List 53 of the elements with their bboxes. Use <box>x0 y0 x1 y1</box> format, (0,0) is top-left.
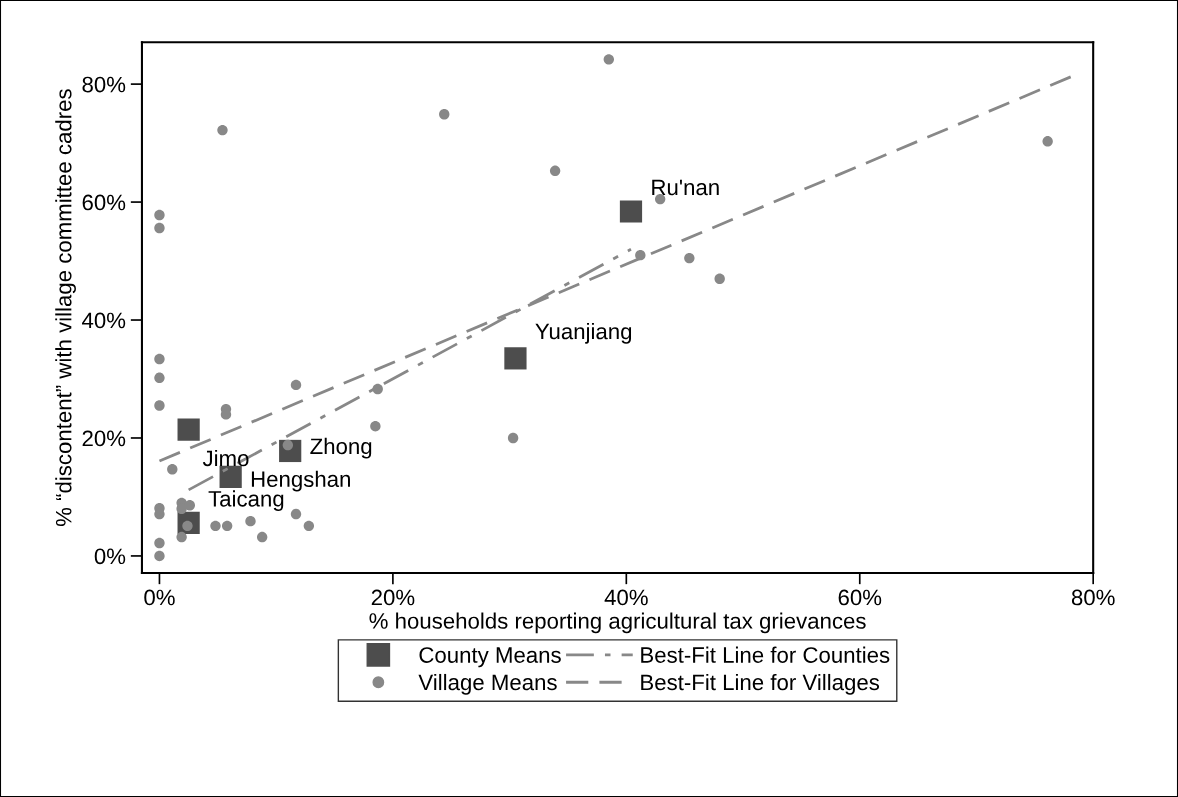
annotation: Yuanjiang <box>535 323 632 344</box>
annotation: Zhong <box>310 437 372 459</box>
point <box>245 515 256 527</box>
point <box>217 124 228 136</box>
point <box>154 353 165 365</box>
point <box>303 520 315 532</box>
x-tick-label: 80% <box>1071 589 1115 606</box>
x-tick-label: 0% <box>144 589 175 606</box>
point <box>177 418 200 441</box>
point <box>167 464 178 475</box>
point <box>154 209 165 221</box>
point <box>603 54 615 65</box>
x-tick-label: 20% <box>371 589 415 606</box>
point <box>619 200 643 223</box>
point <box>635 249 646 261</box>
y-tick-label: 80% <box>82 76 126 93</box>
point <box>549 165 561 177</box>
x-tick-label: 60% <box>838 589 882 606</box>
point <box>176 531 187 543</box>
point <box>372 383 383 395</box>
y-tick-label: 60% <box>82 194 126 211</box>
point <box>504 347 527 370</box>
point <box>290 508 302 520</box>
point <box>154 222 165 234</box>
annotation: Hengshan <box>251 470 350 492</box>
y-axis-title: % “discontent” with village committee cadres <box>55 89 76 527</box>
annotation: Ru'nan <box>652 179 719 196</box>
point <box>154 537 165 549</box>
y-tick-label: 0% <box>94 548 126 565</box>
point <box>290 379 302 391</box>
point <box>507 432 519 444</box>
legend-label: Best-Fit Line for Counties <box>641 646 890 663</box>
legend-label: Best-Fit Line for Villages <box>641 673 880 695</box>
legend-label: Village Means <box>418 673 557 695</box>
point <box>154 372 165 384</box>
point <box>219 465 242 489</box>
point <box>210 520 221 532</box>
annotation: Jimo <box>202 449 249 467</box>
point <box>1042 136 1053 147</box>
point <box>370 420 381 432</box>
point <box>154 400 165 411</box>
x-tick-label: 40% <box>604 589 648 606</box>
x-axis-title: % households reporting agricultural tax grievances <box>369 612 866 634</box>
point <box>256 531 268 543</box>
point <box>154 550 165 562</box>
point <box>221 520 233 532</box>
point <box>714 273 725 284</box>
y-tick-label: 40% <box>82 312 126 329</box>
y-tick-label: 20% <box>82 430 126 447</box>
legend-label: County Means <box>419 647 561 668</box>
annotation: Taicang <box>208 490 284 512</box>
point <box>439 108 450 120</box>
point <box>684 252 695 264</box>
